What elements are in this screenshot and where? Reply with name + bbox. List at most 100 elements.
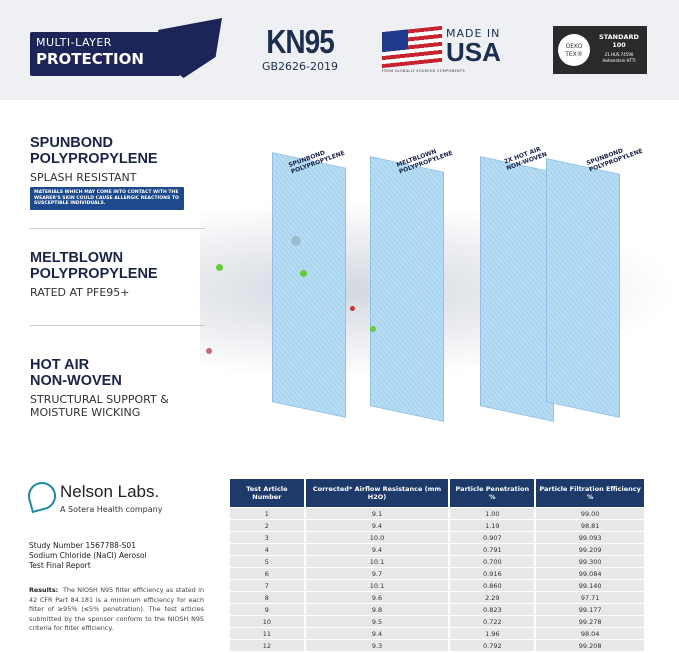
layer-label: SPUNBOND POLYPROPYLENE xyxy=(585,147,644,174)
table-row: 5 10.1 0.700 99.300 xyxy=(230,556,644,567)
lab-tagline: A Sotera Health company xyxy=(60,505,163,514)
study-number: Study Number 1567788-S01 xyxy=(29,541,136,550)
column-header: Test Article Number xyxy=(230,479,304,507)
layer-panel xyxy=(480,156,554,422)
particle xyxy=(300,270,307,277)
table-cell: 0.792 xyxy=(450,640,535,651)
table-cell: 5 xyxy=(230,556,304,567)
title-line2: POLYPROPYLENE xyxy=(30,151,158,167)
made-in-text: MADE IN xyxy=(446,27,501,40)
oeko-tex-badge: OEKO TEX® STANDARD 100 21.HUS.74590 Hohen… xyxy=(553,26,647,74)
table-row: 9 9.8 0.823 99.177 xyxy=(230,604,644,615)
table-cell: 99.208 xyxy=(536,640,644,651)
kn95-title: KN95 xyxy=(266,22,335,60)
multi-layer-badge: MULTI-LAYER PROTECTION xyxy=(30,32,180,76)
table-cell: 0.907 xyxy=(450,532,535,543)
section-subtitle: SPLASH RESISTANT xyxy=(30,171,137,184)
table-cell: 0.823 xyxy=(450,604,535,615)
allergy-note: MATERIALS WHICH MAY COME INTO CONTACT WI… xyxy=(30,187,184,210)
results-body: The NIOSH N95 filter efficiency as state… xyxy=(29,586,204,633)
particle xyxy=(291,236,301,246)
table-cell: 10.0 xyxy=(305,532,449,543)
table-cell: 99.278 xyxy=(536,616,644,627)
table-cell: 0.860 xyxy=(450,580,535,591)
results-text: Results: The NIOSH N95 filter efficiency… xyxy=(29,586,204,634)
usa-footnote: FROM GLOBALLY SOURCED COMPONENTS xyxy=(382,69,465,73)
table-cell: 0.916 xyxy=(450,568,535,579)
particle xyxy=(350,306,355,311)
table-cell: 1.96 xyxy=(450,628,535,639)
table-cell: 9.4 xyxy=(305,544,449,555)
particle xyxy=(370,326,376,332)
table-cell: 9.5 xyxy=(305,616,449,627)
oeko-number-text: 21.HUS.74590 xyxy=(604,52,634,57)
title-line1: HOT AIR xyxy=(30,357,90,373)
table-cell: 0.700 xyxy=(450,556,535,567)
study-report: Test Final Report xyxy=(29,561,91,570)
column-header: Corrected* Airflow Resistance (mm H2O) xyxy=(305,479,449,507)
table-cell: 99.00 xyxy=(536,508,644,519)
table-cell: 0.722 xyxy=(450,616,535,627)
oeko-standard: STANDARD 100 xyxy=(599,33,639,49)
section-title: SPUNBOND POLYPROPYLENE xyxy=(30,135,220,167)
kn95-standard: GB2626-2019 xyxy=(261,60,339,73)
column-header: Particle Filtration Efficiency % xyxy=(536,479,644,507)
layer-panel xyxy=(546,158,620,418)
particle xyxy=(216,264,223,271)
badge-line2: PROTECTION xyxy=(36,50,144,68)
kn95-badge: KN95 GB2626-2019 xyxy=(255,22,345,73)
table-cell: 4 xyxy=(230,544,304,555)
table-cell: 11 xyxy=(230,628,304,639)
table-cell: 12 xyxy=(230,640,304,651)
table-row: 6 9.7 0.916 99.084 xyxy=(230,568,644,579)
table-cell: 99.209 xyxy=(536,544,644,555)
section-meltblown: MELTBLOWN POLYPROPYLENE RATED AT PFE95+ xyxy=(30,250,220,299)
oeko-logo: OEKO TEX® xyxy=(558,34,590,66)
table-cell: 99.177 xyxy=(536,604,644,615)
results-table: Test Article Number Corrected* Airflow Re… xyxy=(228,478,646,652)
table-cell: 6 xyxy=(230,568,304,579)
table-cell: 1.19 xyxy=(450,520,535,531)
table-row: 3 10.0 0.907 99.093 xyxy=(230,532,644,543)
title-line1: MELTBLOWN xyxy=(30,250,124,266)
table-cell: 9.8 xyxy=(305,604,449,615)
oeko-institute: Hohenstein HTTI xyxy=(602,58,636,63)
oeko-number: 21.HUS.74590 Hohenstein HTTI xyxy=(595,52,643,64)
table-row: 7 10.1 0.860 99.140 xyxy=(230,580,644,591)
table-cell: 97.71 xyxy=(536,592,644,603)
layer-panel xyxy=(370,156,444,422)
table-cell: 9.7 xyxy=(305,568,449,579)
section-subtitle: RATED AT PFE95+ xyxy=(30,286,130,299)
table-cell: 10.1 xyxy=(305,556,449,567)
table-cell: 98.04 xyxy=(536,628,644,639)
table-cell: 9.4 xyxy=(305,520,449,531)
table-cell: 99.093 xyxy=(536,532,644,543)
table-row: 2 9.4 1.19 98.81 xyxy=(230,520,644,531)
section-spunbond: SPUNBOND POLYPROPYLENE SPLASH RESISTANT M… xyxy=(30,135,220,210)
table-cell: 8 xyxy=(230,592,304,603)
table-cell: 0.791 xyxy=(450,544,535,555)
table-cell: 98.81 xyxy=(536,520,644,531)
layers-illustration: SPUNBOND POLYPROPYLENE MELTBLOWN POLYPRO… xyxy=(200,120,679,460)
section-hot-air: HOT AIR NON-WOVEN STRUCTURAL SUPPORT & MO… xyxy=(30,357,220,419)
usa-text: USA xyxy=(446,37,501,67)
table-row: 11 9.4 1.96 98.04 xyxy=(230,628,644,639)
divider xyxy=(30,325,205,326)
study-aerosol: Sodium Chloride (NaCl) Aerosol xyxy=(29,551,147,560)
table-cell: 10.1 xyxy=(305,580,449,591)
table-cell: 10 xyxy=(230,616,304,627)
table-row: 12 9.3 0.792 99.208 xyxy=(230,640,644,651)
table-cell: 3 xyxy=(230,532,304,543)
table-cell: 9.4 xyxy=(305,628,449,639)
section-title: MELTBLOWN POLYPROPYLENE xyxy=(30,250,220,282)
table-cell: 99.300 xyxy=(536,556,644,567)
table-row: 8 9.6 2.29 97.71 xyxy=(230,592,644,603)
title-line1: SPUNBOND xyxy=(30,135,113,151)
results-label: Results: xyxy=(29,586,59,594)
lab-name: Nelson Labs. xyxy=(60,482,160,501)
table-cell: 99.140 xyxy=(536,580,644,591)
table-cell: 99.084 xyxy=(536,568,644,579)
table-cell: 1 xyxy=(230,508,304,519)
table-cell: 2 xyxy=(230,520,304,531)
divider xyxy=(30,228,205,229)
